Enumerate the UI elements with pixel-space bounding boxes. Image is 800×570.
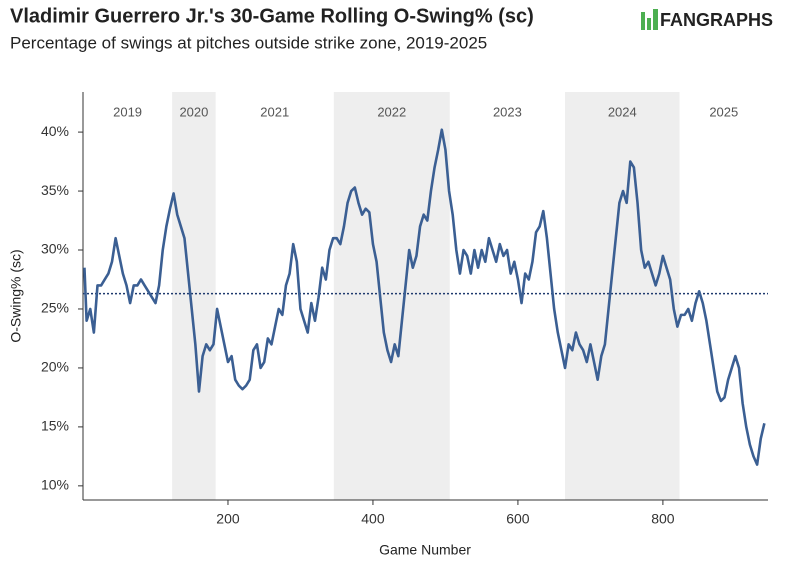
y-tick-label: 35% [41, 182, 69, 198]
logo-text: FANGRAPHS [660, 10, 773, 30]
season-band [565, 92, 680, 500]
season-band [333, 92, 450, 500]
season-label: 2023 [493, 104, 522, 119]
season-label: 2019 [113, 104, 142, 119]
season-label: 2020 [179, 104, 208, 119]
season-label: 2021 [260, 104, 289, 119]
x-tick-label: 800 [651, 511, 675, 527]
y-axis-label: O-Swing% (sc) [8, 249, 24, 342]
x-axis-label: Game Number [379, 542, 471, 558]
y-tick-label: 15% [41, 418, 69, 434]
chart-subtitle: Percentage of swings at pitches outside … [10, 33, 487, 52]
x-tick-label: 200 [216, 511, 240, 527]
y-tick-label: 30% [41, 241, 69, 257]
logo-bar [647, 18, 651, 30]
x-tick-label: 600 [506, 511, 530, 527]
y-tick-label: 10% [41, 477, 69, 493]
season-label: 2022 [377, 104, 406, 119]
data-line [83, 128, 766, 466]
season-band [172, 92, 216, 500]
y-tick-label: 20% [41, 359, 69, 375]
logo-bar [653, 9, 658, 30]
logo: FANGRAPHS [641, 9, 773, 30]
y-tick-label: 25% [41, 300, 69, 316]
y-tick-label: 40% [41, 123, 69, 139]
logo-bar [641, 12, 645, 30]
season-label: 2025 [709, 104, 738, 119]
chart-title: Vladimir Guerrero Jr.'s 30-Game Rolling … [10, 5, 534, 27]
season-label: 2024 [608, 104, 637, 119]
x-tick-label: 400 [361, 511, 385, 527]
